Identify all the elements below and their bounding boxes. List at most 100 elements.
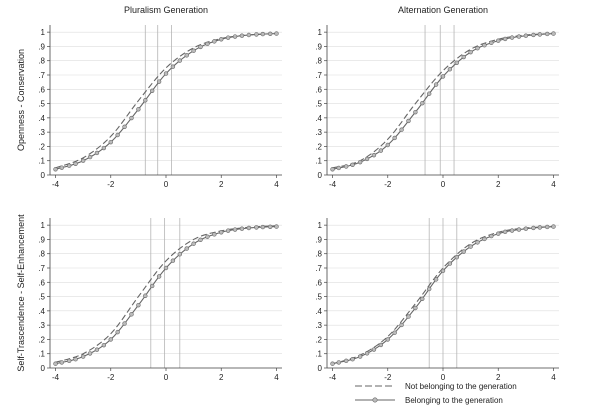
series-point-belonging — [468, 49, 473, 55]
series-point-belonging — [406, 314, 411, 319]
y-tick-label: .8 — [38, 250, 45, 259]
series-point-belonging — [163, 71, 169, 76]
series-point-belonging — [496, 38, 501, 43]
series-point-belonging — [330, 361, 335, 366]
y-tick-label: .2 — [38, 335, 45, 344]
series-point-belonging — [482, 236, 487, 242]
series-point-belonging — [482, 43, 487, 48]
series-point-belonging — [413, 305, 418, 311]
series-point-belonging — [254, 32, 259, 37]
series-point-belonging — [420, 100, 425, 106]
y-tick-label: .1 — [38, 350, 45, 359]
series-point-belonging — [433, 82, 439, 87]
panel-title: Alternation Generation — [398, 5, 488, 15]
series-point-belonging — [531, 32, 536, 38]
series-point-belonging — [212, 39, 217, 44]
series-point-belonging — [260, 224, 266, 230]
y-tick-label: 0 — [41, 171, 46, 180]
x-tick-label: -4 — [329, 180, 337, 189]
series-point-belonging — [357, 159, 363, 165]
series-point-belonging — [239, 33, 245, 38]
series-point-belonging — [115, 132, 120, 138]
series-point-belonging — [122, 124, 127, 129]
y-tick-label: .9 — [38, 42, 45, 51]
y-tick-label: .4 — [315, 307, 322, 316]
y-tick-label: .1 — [315, 350, 322, 359]
series-point-belonging — [177, 58, 183, 63]
series-point-belonging — [531, 225, 536, 231]
y-tick-label: .4 — [315, 114, 322, 123]
series-point-belonging — [523, 33, 529, 38]
series-point-belonging — [254, 225, 259, 230]
x-tick-label: 0 — [164, 373, 169, 382]
y-tick-label: .6 — [38, 85, 45, 94]
y-tick-label: 1 — [318, 28, 323, 37]
series-line-belonging — [55, 33, 277, 170]
y-tick-label: .9 — [315, 42, 322, 51]
series-point-belonging — [420, 296, 425, 302]
series-point-belonging — [225, 228, 231, 233]
y-tick-label: 1 — [41, 221, 46, 230]
series-point-belonging — [274, 31, 279, 36]
series-point-belonging — [53, 361, 58, 366]
series-point-belonging — [523, 226, 529, 231]
series-point-belonging — [115, 329, 120, 335]
series-point-belonging — [399, 127, 404, 132]
series-point-belonging — [364, 351, 370, 356]
series-point-belonging — [232, 227, 238, 232]
x-tick-label: 2 — [496, 180, 501, 189]
y-tick-label: 0 — [318, 364, 323, 373]
series-point-belonging — [489, 233, 494, 239]
y-tick-label: .9 — [38, 235, 45, 244]
series-point-belonging — [101, 342, 107, 348]
series-point-belonging — [232, 34, 238, 39]
series-point-belonging — [343, 164, 349, 169]
y-tick-label: .2 — [315, 335, 322, 344]
x-tick-label: -2 — [384, 373, 392, 382]
series-point-belonging — [149, 283, 155, 289]
series-point-belonging — [454, 60, 460, 65]
y-tick-label: .3 — [315, 321, 322, 330]
x-tick-label: 0 — [441, 180, 446, 189]
series-point-belonging — [274, 224, 279, 229]
legend-label: Not belonging to the generation — [405, 382, 517, 391]
series-point-belonging — [489, 40, 494, 46]
series-point-belonging — [59, 360, 64, 365]
series-point-belonging — [136, 107, 141, 112]
series-point-belonging — [122, 321, 127, 326]
series-point-belonging — [101, 145, 107, 151]
series-point-belonging — [212, 232, 217, 237]
y-axis-label: Openness - Conservation — [16, 49, 26, 151]
series-point-belonging — [350, 357, 355, 362]
series-point-belonging — [454, 255, 460, 260]
x-tick-label: -2 — [384, 180, 392, 189]
series-line-belonging — [332, 33, 554, 170]
series-point-belonging — [502, 36, 508, 42]
series-point-belonging — [163, 265, 169, 271]
series-point-belonging — [170, 258, 176, 263]
y-tick-label: .4 — [38, 307, 45, 316]
series-point-belonging — [406, 118, 411, 124]
y-tick-label: .8 — [38, 57, 45, 66]
y-tick-label: .8 — [315, 57, 322, 66]
y-tick-label: .2 — [38, 142, 45, 151]
series-point-belonging — [87, 154, 93, 160]
series-line-belonging — [55, 226, 277, 365]
x-tick-label: 4 — [274, 373, 279, 382]
series-point-belonging — [268, 224, 273, 230]
series-point-belonging — [73, 357, 78, 362]
series-point-belonging — [447, 67, 453, 72]
series-point-belonging — [378, 148, 384, 153]
y-tick-label: .5 — [315, 100, 322, 109]
x-tick-label: 2 — [219, 373, 224, 382]
series-point-belonging — [509, 228, 515, 233]
series-point-belonging — [336, 165, 341, 171]
series-point-belonging — [357, 354, 363, 359]
series-point-belonging — [330, 167, 335, 172]
series-point-belonging — [108, 139, 113, 145]
series-point-belonging — [468, 244, 473, 249]
series-point-belonging — [461, 249, 466, 254]
series-point-belonging — [268, 31, 273, 37]
series-point-belonging — [246, 225, 252, 231]
